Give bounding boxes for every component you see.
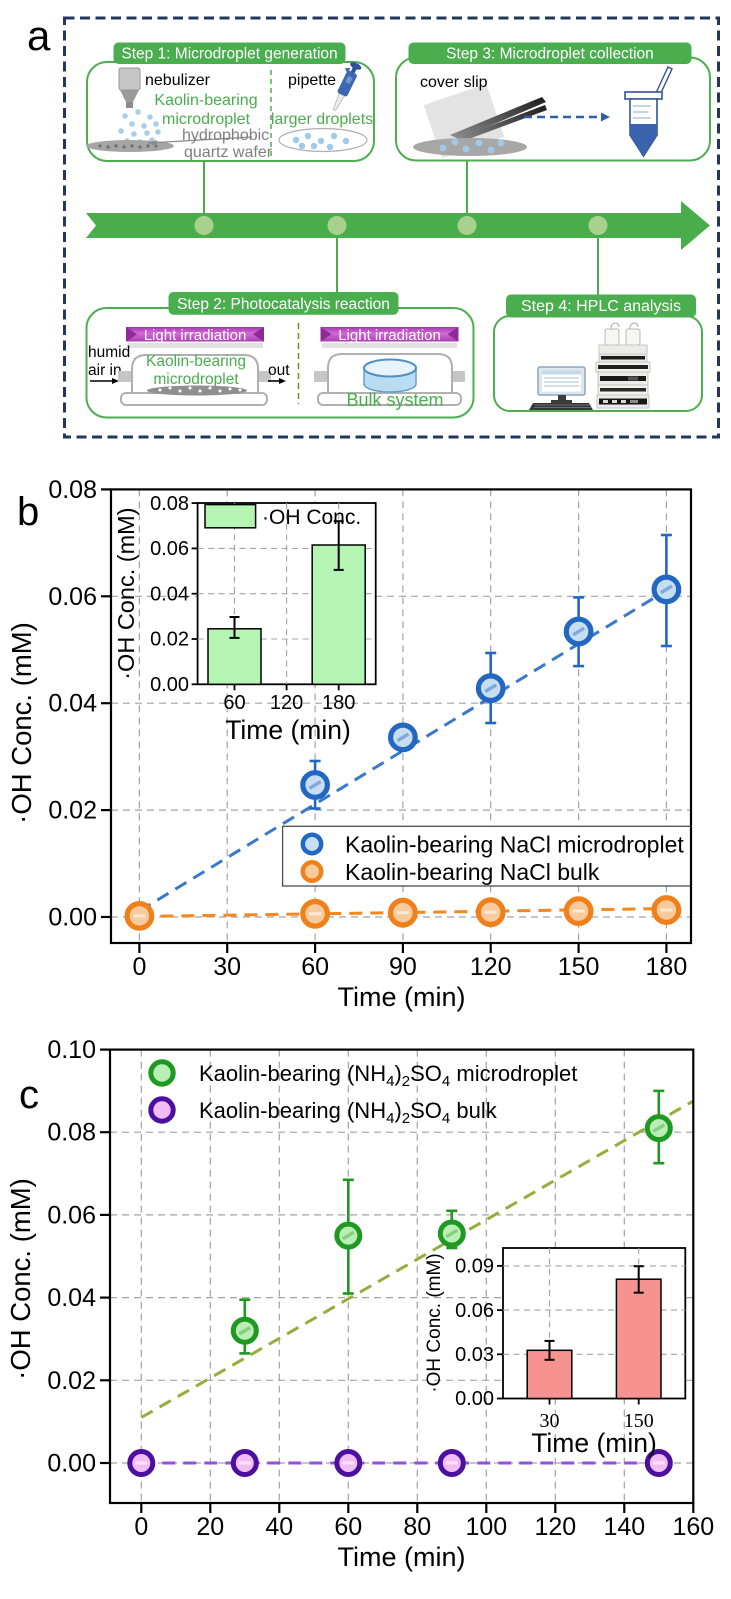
svg-text:Step 3: Microdroplet collectio: Step 3: Microdroplet collection <box>446 46 654 63</box>
svg-text:Light irradiation: Light irradiation <box>144 327 247 344</box>
svg-text:30: 30 <box>213 953 241 981</box>
svg-text:Step 1: Microdroplet generatio: Step 1: Microdroplet generation <box>121 46 337 63</box>
svg-text:·OH Conc. (mM): ·OH Conc. (mM) <box>424 1253 445 1392</box>
svg-text:hydrophobic: hydrophobic <box>182 127 269 144</box>
svg-text:Time (min): Time (min) <box>531 1428 657 1458</box>
svg-text:60: 60 <box>334 1513 362 1541</box>
svg-text:0.03: 0.03 <box>455 1344 494 1366</box>
svg-text:120: 120 <box>534 1513 576 1541</box>
svg-text:150: 150 <box>558 953 600 981</box>
svg-text:Time (min): Time (min) <box>338 1542 466 1572</box>
svg-text:out: out <box>268 362 290 379</box>
svg-text:30: 30 <box>540 1410 560 1432</box>
svg-text:20: 20 <box>196 1513 224 1541</box>
svg-text:0.00: 0.00 <box>48 904 97 932</box>
svg-text:Time (min): Time (min) <box>225 715 351 745</box>
svg-text:nebulizer: nebulizer <box>145 72 211 89</box>
svg-text:Kaolin-bearing: Kaolin-bearing <box>146 353 246 370</box>
svg-text:0.00: 0.00 <box>150 674 189 696</box>
svg-text:0.00: 0.00 <box>47 1450 96 1478</box>
svg-text:60: 60 <box>301 953 329 981</box>
svg-text:150: 150 <box>624 1410 654 1432</box>
svg-text:0.04: 0.04 <box>150 583 189 605</box>
svg-text:0.04: 0.04 <box>47 1284 96 1312</box>
svg-text:0: 0 <box>132 953 146 981</box>
svg-text:a: a <box>27 12 51 59</box>
svg-text:Step 2: Photocatalysis reactio: Step 2: Photocatalysis reaction <box>177 296 390 313</box>
svg-text:0.02: 0.02 <box>47 1367 96 1395</box>
svg-text:Kaolin-bearing (NH4)2SO4 bulk: Kaolin-bearing (NH4)2SO4 bulk <box>199 1098 498 1127</box>
svg-text:0.06: 0.06 <box>47 1201 96 1229</box>
svg-text:0.04: 0.04 <box>48 690 97 718</box>
svg-text:·OH Conc. (mM): ·OH Conc. (mM) <box>6 622 37 824</box>
svg-text:120: 120 <box>470 953 512 981</box>
svg-text:cover slip: cover slip <box>420 74 488 91</box>
svg-text:Time (min): Time (min) <box>338 982 466 1012</box>
svg-text:140: 140 <box>603 1513 645 1541</box>
svg-text:60: 60 <box>223 692 245 714</box>
svg-text:0.06: 0.06 <box>455 1300 494 1322</box>
svg-text:0.02: 0.02 <box>48 797 97 825</box>
svg-text:Step 4: HPLC analysis: Step 4: HPLC analysis <box>521 298 681 315</box>
svg-text:80: 80 <box>403 1513 431 1541</box>
svg-text:100: 100 <box>465 1513 507 1541</box>
svg-text:180: 180 <box>322 692 355 714</box>
svg-text:160: 160 <box>672 1513 714 1541</box>
svg-text:0: 0 <box>134 1513 148 1541</box>
svg-text:humid: humid <box>88 344 130 361</box>
svg-text:Light irradiation: Light irradiation <box>338 327 441 344</box>
svg-text:0.09: 0.09 <box>455 1256 494 1278</box>
svg-text:quartz wafer: quartz wafer <box>184 144 273 161</box>
svg-text:pipette: pipette <box>288 72 336 89</box>
svg-text:·OH Conc.: ·OH Conc. <box>262 506 361 529</box>
svg-text:0.02: 0.02 <box>150 629 189 651</box>
svg-text:0.08: 0.08 <box>150 493 189 515</box>
svg-text:0.06: 0.06 <box>150 538 189 560</box>
svg-text:Bulk system: Bulk system <box>346 390 443 410</box>
svg-text:0.10: 0.10 <box>47 1036 96 1064</box>
svg-text:180: 180 <box>646 953 688 981</box>
svg-text:b: b <box>17 490 39 534</box>
svg-text:·OH Conc. (mM): ·OH Conc. (mM) <box>113 507 139 679</box>
svg-text:0.08: 0.08 <box>48 476 97 504</box>
svg-text:0.00: 0.00 <box>455 1388 494 1410</box>
svg-text:·OH Conc. (mM): ·OH Conc. (mM) <box>5 1178 36 1380</box>
svg-text:air in: air in <box>88 362 122 379</box>
svg-text:40: 40 <box>265 1513 293 1541</box>
svg-text:Kaolin-bearing NaCl microdropl: Kaolin-bearing NaCl microdroplet <box>345 832 684 858</box>
svg-text:Kaolin-bearing: Kaolin-bearing <box>154 92 257 109</box>
svg-text:120: 120 <box>270 692 303 714</box>
svg-text:0.08: 0.08 <box>47 1119 96 1147</box>
svg-text:larger droplets: larger droplets <box>271 111 373 128</box>
svg-text:microdroplet: microdroplet <box>153 371 239 388</box>
svg-text:0.06: 0.06 <box>48 583 97 611</box>
svg-text:microdroplet: microdroplet <box>162 111 251 128</box>
svg-text:c: c <box>19 1073 39 1117</box>
svg-text:90: 90 <box>389 953 417 981</box>
svg-text:Kaolin-bearing NaCl bulk: Kaolin-bearing NaCl bulk <box>345 859 600 885</box>
